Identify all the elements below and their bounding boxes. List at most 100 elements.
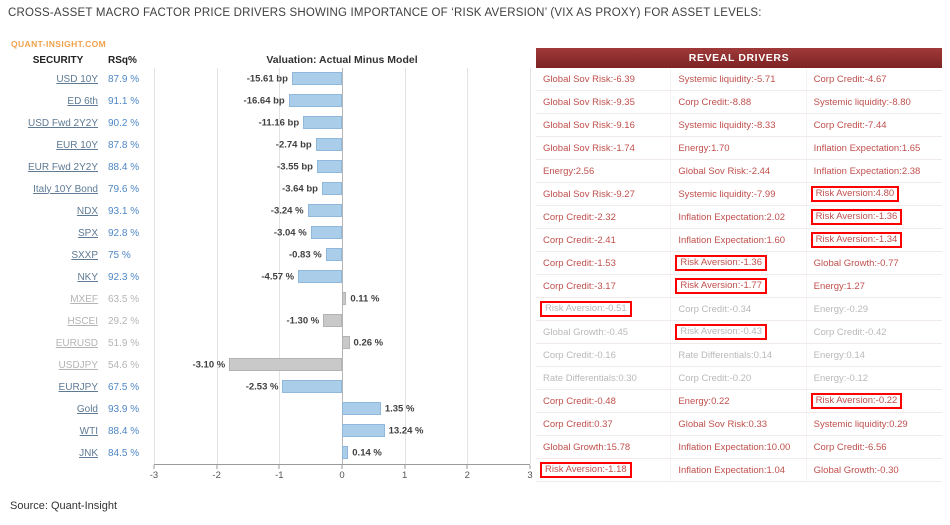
driver-value: Corp Credit:-2.32 xyxy=(543,211,616,223)
driver-cell: Rate Differentials:0.14 xyxy=(671,344,807,366)
rsq-value: 75 % xyxy=(108,249,131,261)
driver-row: Corp Credit:-0.48 Energy:0.22 Risk Aversio… xyxy=(536,390,942,413)
driver-cell: Energy:0.22 xyxy=(671,390,807,412)
brand-watermark: QUANT-INSIGHT.COM xyxy=(11,39,107,49)
driver-cell: Systemic liquidity:-8.80 xyxy=(807,91,942,113)
driver-cell: Risk Aversion:-1.36 xyxy=(807,206,942,228)
driver-row: Corp Credit:-0.16 Rate Differentials:0.14… xyxy=(536,344,942,367)
x-tick-label: 3 xyxy=(527,470,533,481)
valuation-bar xyxy=(229,358,342,371)
driver-cell: Inflation Expectation:2.38 xyxy=(807,160,942,182)
bar-value-label: -4.57 % xyxy=(261,271,295,283)
driver-value: Global Sov Risk:-9.27 xyxy=(543,188,635,200)
valuation-bar xyxy=(325,248,342,261)
x-tick-label: 0 xyxy=(339,470,345,481)
bar-cell: 0.14 % xyxy=(154,442,530,464)
driver-value: Rate Differentials:0.30 xyxy=(543,372,637,384)
driver-cell: Corp Credit:-4.67 xyxy=(807,68,942,90)
page-title: CROSS-ASSET MACRO FACTOR PRICE DRIVERS S… xyxy=(8,7,762,19)
bar-cell: -15.61 bp xyxy=(154,68,530,90)
security-label[interactable]: Italy 10Y Bond xyxy=(33,183,98,195)
x-tick-mark xyxy=(216,465,218,469)
driver-value: Inflation Expectation:1.60 xyxy=(678,234,786,246)
valuation-bar xyxy=(342,292,347,305)
security-label[interactable]: SXXP xyxy=(71,249,98,261)
driver-cell: Global Sov Risk:-6.39 xyxy=(536,68,672,90)
x-tick-label: -1 xyxy=(275,470,284,481)
valuation-bar xyxy=(316,160,342,173)
valuation-bar xyxy=(282,380,342,393)
security-label[interactable]: EURUSD xyxy=(55,337,98,349)
security-label[interactable]: EUR Fwd 2Y2Y xyxy=(27,161,98,173)
security-row: EURUSD 51.9 % 0.26 % xyxy=(8,332,530,354)
driver-cell: Corp Credit:-0.16 xyxy=(536,344,672,366)
driver-cell: Global Growth:-0.30 xyxy=(807,459,942,481)
driver-value: Corp Credit:-0.20 xyxy=(678,372,752,384)
driver-row: Corp Credit:-3.17 Risk Aversion:-1.77 Ener… xyxy=(536,275,942,298)
driver-value: Energy:1.27 xyxy=(813,280,865,292)
driver-cell: Corp Credit:-3.17 xyxy=(536,275,672,297)
bar-cell: -11.16 bp xyxy=(154,112,530,134)
rsq-value: 29.2 % xyxy=(108,315,140,327)
security-label[interactable]: USDJPY xyxy=(58,359,98,371)
security-label[interactable]: EUR 10Y xyxy=(56,139,98,151)
driver-value: Corp Credit:0.37 xyxy=(543,418,613,430)
driver-cell: Rate Differentials:0.30 xyxy=(536,367,672,389)
driver-value: Corp Credit:-4.67 xyxy=(813,73,887,85)
driver-value: Systemic liquidity:-8.33 xyxy=(678,119,776,131)
security-label[interactable]: HSCEI xyxy=(67,315,98,327)
security-label[interactable]: NDX xyxy=(76,205,98,217)
x-tick-mark xyxy=(153,465,155,469)
security-label[interactable]: JNK xyxy=(79,447,98,459)
driver-value: Inflation Expectation:2.38 xyxy=(813,165,921,177)
security-label[interactable]: NKY xyxy=(77,271,98,283)
valuation-bar xyxy=(288,94,342,107)
rsq-value: 87.9 % xyxy=(108,73,140,85)
security-row: WTI 88.4 % 13.24 % xyxy=(8,420,530,442)
driver-value: Energy:-0.29 xyxy=(813,303,869,315)
driver-cell: Risk Aversion:-0.51 xyxy=(536,298,672,320)
security-label[interactable]: USD Fwd 2Y2Y xyxy=(27,117,98,129)
chart-gridlines xyxy=(154,68,531,464)
gridline xyxy=(530,68,531,464)
valuation-bar xyxy=(342,402,381,415)
security-label[interactable]: ED 6th xyxy=(67,95,98,107)
driver-cell: Systemic liquidity:-8.33 xyxy=(671,114,807,136)
driver-value: Inflation Expectation:2.02 xyxy=(678,211,786,223)
bar-value-label: -0.83 % xyxy=(288,249,322,261)
bar-value-label: 0.14 % xyxy=(352,447,382,459)
valuation-bar xyxy=(291,72,342,85)
driver-row: Global Sov Risk:-9.16 Systemic liquidity:… xyxy=(536,114,942,137)
valuation-bar xyxy=(310,226,342,239)
bar-cell: -2.74 bp xyxy=(154,134,530,156)
driver-cell: Corp Credit:-0.42 xyxy=(807,321,942,343)
source-note: Source: Quant-Insight xyxy=(10,500,118,512)
driver-row: Risk Aversion:-0.51 Corp Credit:-0.34 Ener… xyxy=(536,298,942,321)
security-row: SPX 92.8 % -3.04 % xyxy=(8,222,530,244)
driver-value: Inflation Expectation:1.65 xyxy=(813,142,921,154)
driver-value: Energy:0.22 xyxy=(678,395,730,407)
valuation-bar xyxy=(323,314,342,327)
driver-cell: Energy:1.70 xyxy=(671,137,807,159)
security-label[interactable]: Gold xyxy=(76,403,98,415)
x-tick-mark xyxy=(278,465,280,469)
risk-aversion-highlight-box: Risk Aversion:-0.43 xyxy=(675,323,767,341)
driver-cell: Risk Aversion:-0.43 xyxy=(671,321,807,343)
rsq-value: 87.8 % xyxy=(108,139,140,151)
security-row: EUR 10Y 87.8 % -2.74 bp xyxy=(8,134,530,156)
bar-cell: -3.55 bp xyxy=(154,156,530,178)
security-label[interactable]: EURJPY xyxy=(58,381,98,393)
driver-cell: Systemic liquidity:-5.71 xyxy=(671,68,807,90)
driver-cell: Corp Credit:-0.34 xyxy=(671,298,807,320)
driver-cell: Global Growth:-0.45 xyxy=(536,321,672,343)
security-label[interactable]: MXEF xyxy=(70,293,98,305)
security-label[interactable]: USD 10Y xyxy=(56,73,98,85)
security-label[interactable]: SPX xyxy=(77,227,98,239)
driver-value: Corp Credit:-2.41 xyxy=(543,234,616,246)
driver-cell: Corp Credit:-6.56 xyxy=(807,436,942,458)
security-label[interactable]: WTI xyxy=(79,425,98,437)
driver-row: Corp Credit:-1.53 Risk Aversion:-1.36 Glob… xyxy=(536,252,942,275)
valuation-bar xyxy=(342,336,350,349)
driver-value: Systemic liquidity:-7.99 xyxy=(678,188,776,200)
driver-value: Rate Differentials:0.14 xyxy=(678,349,773,361)
